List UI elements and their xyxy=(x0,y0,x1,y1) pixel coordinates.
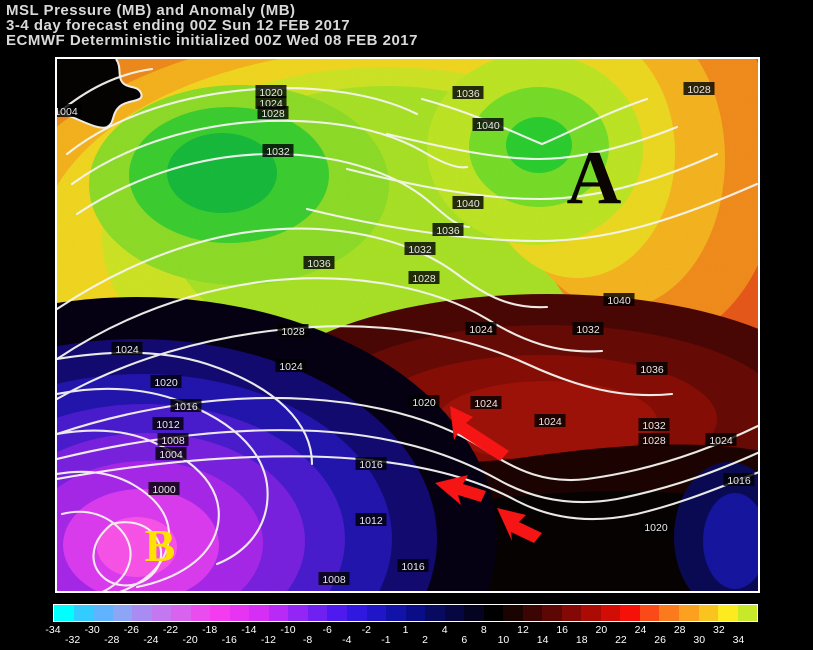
svg-text:1032: 1032 xyxy=(576,324,600,336)
svg-text:1036: 1036 xyxy=(307,258,331,270)
svg-text:1028: 1028 xyxy=(412,273,436,285)
svg-text:1040: 1040 xyxy=(456,198,480,210)
svg-text:1008: 1008 xyxy=(161,435,185,447)
svg-text:1020: 1020 xyxy=(412,397,436,409)
svg-text:1016: 1016 xyxy=(359,459,383,471)
svg-text:1008: 1008 xyxy=(322,574,346,586)
svg-text:1024: 1024 xyxy=(538,416,562,428)
svg-text:1032: 1032 xyxy=(408,244,432,256)
svg-text:1024: 1024 xyxy=(115,344,139,356)
svg-text:1032: 1032 xyxy=(642,420,666,432)
svg-text:A: A xyxy=(567,136,622,220)
svg-text:1000: 1000 xyxy=(152,484,176,496)
svg-text:1032: 1032 xyxy=(266,146,290,158)
svg-text:1024: 1024 xyxy=(469,324,493,336)
svg-text:B: B xyxy=(145,520,176,571)
svg-text:1036: 1036 xyxy=(456,88,480,100)
svg-text:1016: 1016 xyxy=(727,475,751,487)
svg-text:1020: 1020 xyxy=(644,522,668,534)
svg-text:1028: 1028 xyxy=(642,435,666,447)
svg-text:1004: 1004 xyxy=(57,106,78,118)
svg-text:1016: 1016 xyxy=(401,561,425,573)
svg-text:1028: 1028 xyxy=(687,84,711,96)
svg-text:1028: 1028 xyxy=(281,326,305,338)
svg-text:1040: 1040 xyxy=(607,295,631,307)
svg-text:1040: 1040 xyxy=(476,120,500,132)
svg-text:1020: 1020 xyxy=(154,377,178,389)
svg-text:1036: 1036 xyxy=(436,225,460,237)
svg-text:1016: 1016 xyxy=(174,401,198,413)
svg-text:1024: 1024 xyxy=(474,398,498,410)
svg-text:1004: 1004 xyxy=(159,449,183,461)
svg-text:1024: 1024 xyxy=(279,361,303,373)
svg-text:1012: 1012 xyxy=(156,419,180,431)
svg-text:1036: 1036 xyxy=(640,364,664,376)
svg-text:1028: 1028 xyxy=(261,108,285,120)
svg-text:1024: 1024 xyxy=(709,435,733,447)
svg-text:1012: 1012 xyxy=(359,515,383,527)
